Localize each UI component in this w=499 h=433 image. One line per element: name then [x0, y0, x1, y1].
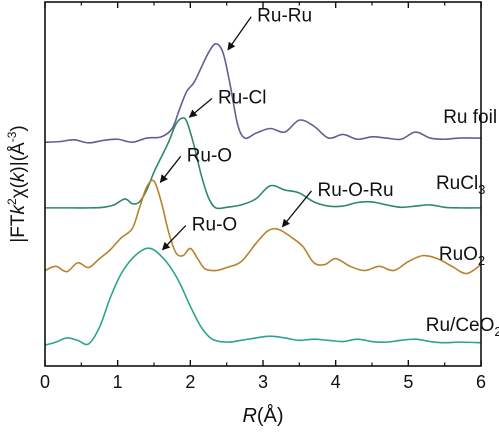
- series-label-subscript: 2: [494, 324, 499, 339]
- x-tick-label-2: 2: [185, 372, 195, 392]
- x-tick-label-3: 3: [258, 372, 268, 392]
- x-tick-label-6: 6: [476, 372, 486, 392]
- y-label-part-6: )|(Å: [8, 142, 29, 173]
- series-label-main: RuCl: [436, 173, 478, 194]
- y-axis-label: |FTk2χ(k)|(Å-3): [5, 125, 29, 242]
- series-label-1: Ru foil: [443, 107, 497, 128]
- series-label-subscript: 2: [478, 253, 485, 268]
- annotation-label-5: Ru-O: [192, 215, 237, 236]
- x-tick-label-1: 1: [113, 372, 123, 392]
- y-label-part-3: 2: [5, 198, 19, 205]
- annotation-arrow-3: [159, 155, 182, 183]
- series-label-main: Ru foil: [443, 107, 497, 128]
- annotation-label-3: Ru-O: [187, 145, 232, 166]
- x-tick-label-4: 4: [331, 372, 341, 392]
- x-axis-label: R(Å): [242, 404, 283, 427]
- series-line-3: [44, 179, 482, 275]
- series-line-1: [44, 42, 482, 144]
- x-axis-label-symbol: R: [242, 405, 256, 427]
- y-label-part-1: |FT: [8, 214, 29, 243]
- x-tick-label-5: 5: [403, 372, 413, 392]
- series-line-4: [44, 247, 482, 346]
- x-tick-label-0: 0: [40, 372, 50, 392]
- annotation-label-4: Ru-O-Ru: [318, 180, 394, 201]
- annotation-label-1: Ru-Ru: [257, 6, 312, 27]
- series-label-main: Ru/CeO: [426, 315, 495, 336]
- y-label-part-8: ): [8, 125, 29, 131]
- y-label-part-4: χ(: [8, 181, 29, 198]
- y-label-part-2: k: [8, 204, 29, 215]
- series-label-3: RuO2: [439, 244, 485, 268]
- series-label-main: RuO: [439, 244, 478, 265]
- series-label-4: Ru/CeO2: [426, 315, 499, 339]
- series-label-2: RuCl3: [436, 173, 485, 197]
- annotation-arrow-1: [227, 16, 252, 51]
- plot-frame: [44, 1, 482, 367]
- annotation-arrow-5: [161, 225, 187, 251]
- annotation-arrow-2: [188, 97, 213, 118]
- annotation-label-2: Ru-Cl: [218, 87, 267, 108]
- y-label-part-5: k: [8, 171, 29, 182]
- annotation-arrow-4: [281, 190, 313, 228]
- series-label-subscript: 3: [478, 182, 485, 197]
- y-label-part-7: -3: [5, 131, 19, 142]
- x-axis-label-unit: (Å): [257, 404, 284, 427]
- series-line-2: [44, 117, 482, 210]
